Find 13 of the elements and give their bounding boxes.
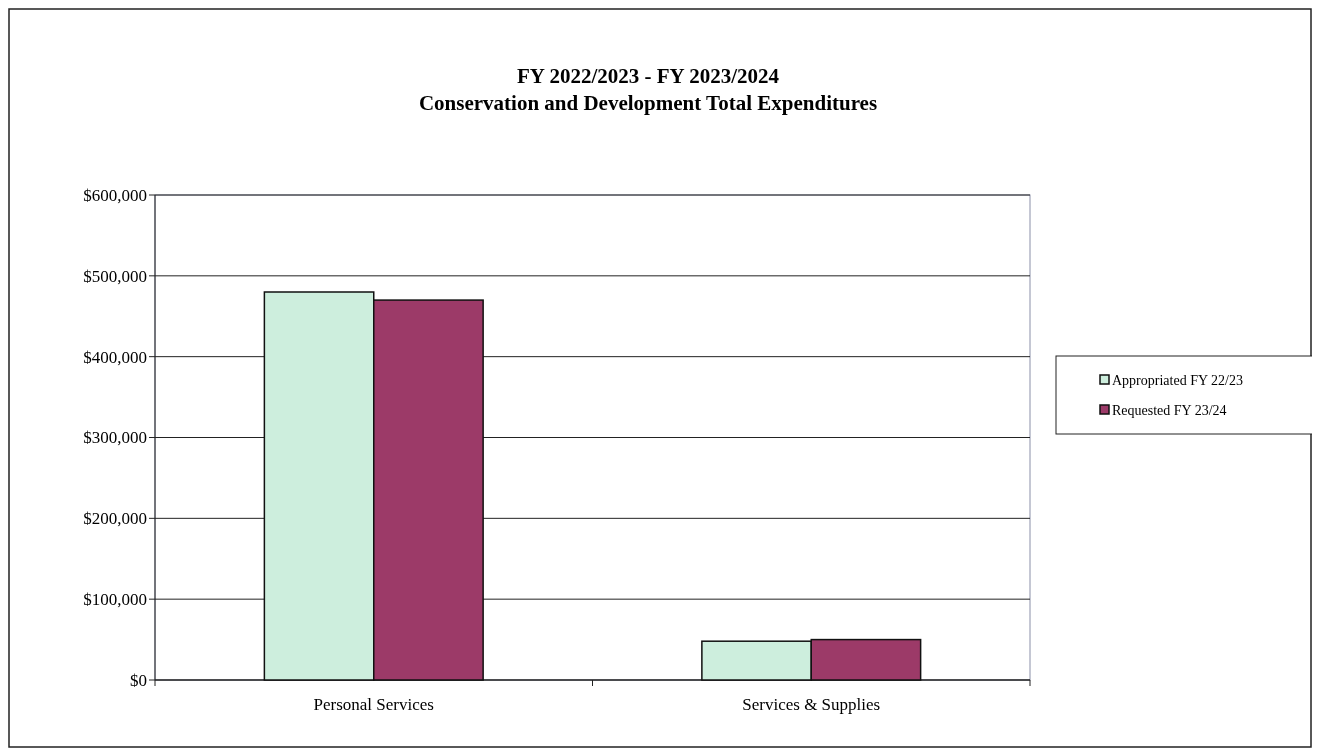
y-tick-label: $400,000 (83, 347, 147, 367)
legend-label: Requested FY 23/24 (1112, 402, 1227, 418)
legend-label: Appropriated FY 22/23 (1112, 372, 1243, 388)
x-tick-label: Services & Supplies (742, 695, 881, 714)
y-tick-label: $300,000 (83, 428, 147, 448)
y-tick-label: $200,000 (83, 509, 147, 529)
chart-title: FY 2022/2023 - FY 2023/2024 (516, 64, 780, 88)
chart-subtitle: Conservation and Development Total Expenditures (418, 91, 878, 115)
x-tick-label: Personal Services (313, 695, 434, 714)
y-tick-label: $600,000 (83, 185, 147, 205)
y-tick-label: $500,000 (83, 266, 147, 286)
y-tick-label: $100,000 (83, 590, 147, 610)
y-tick-label: $0 (130, 670, 147, 690)
